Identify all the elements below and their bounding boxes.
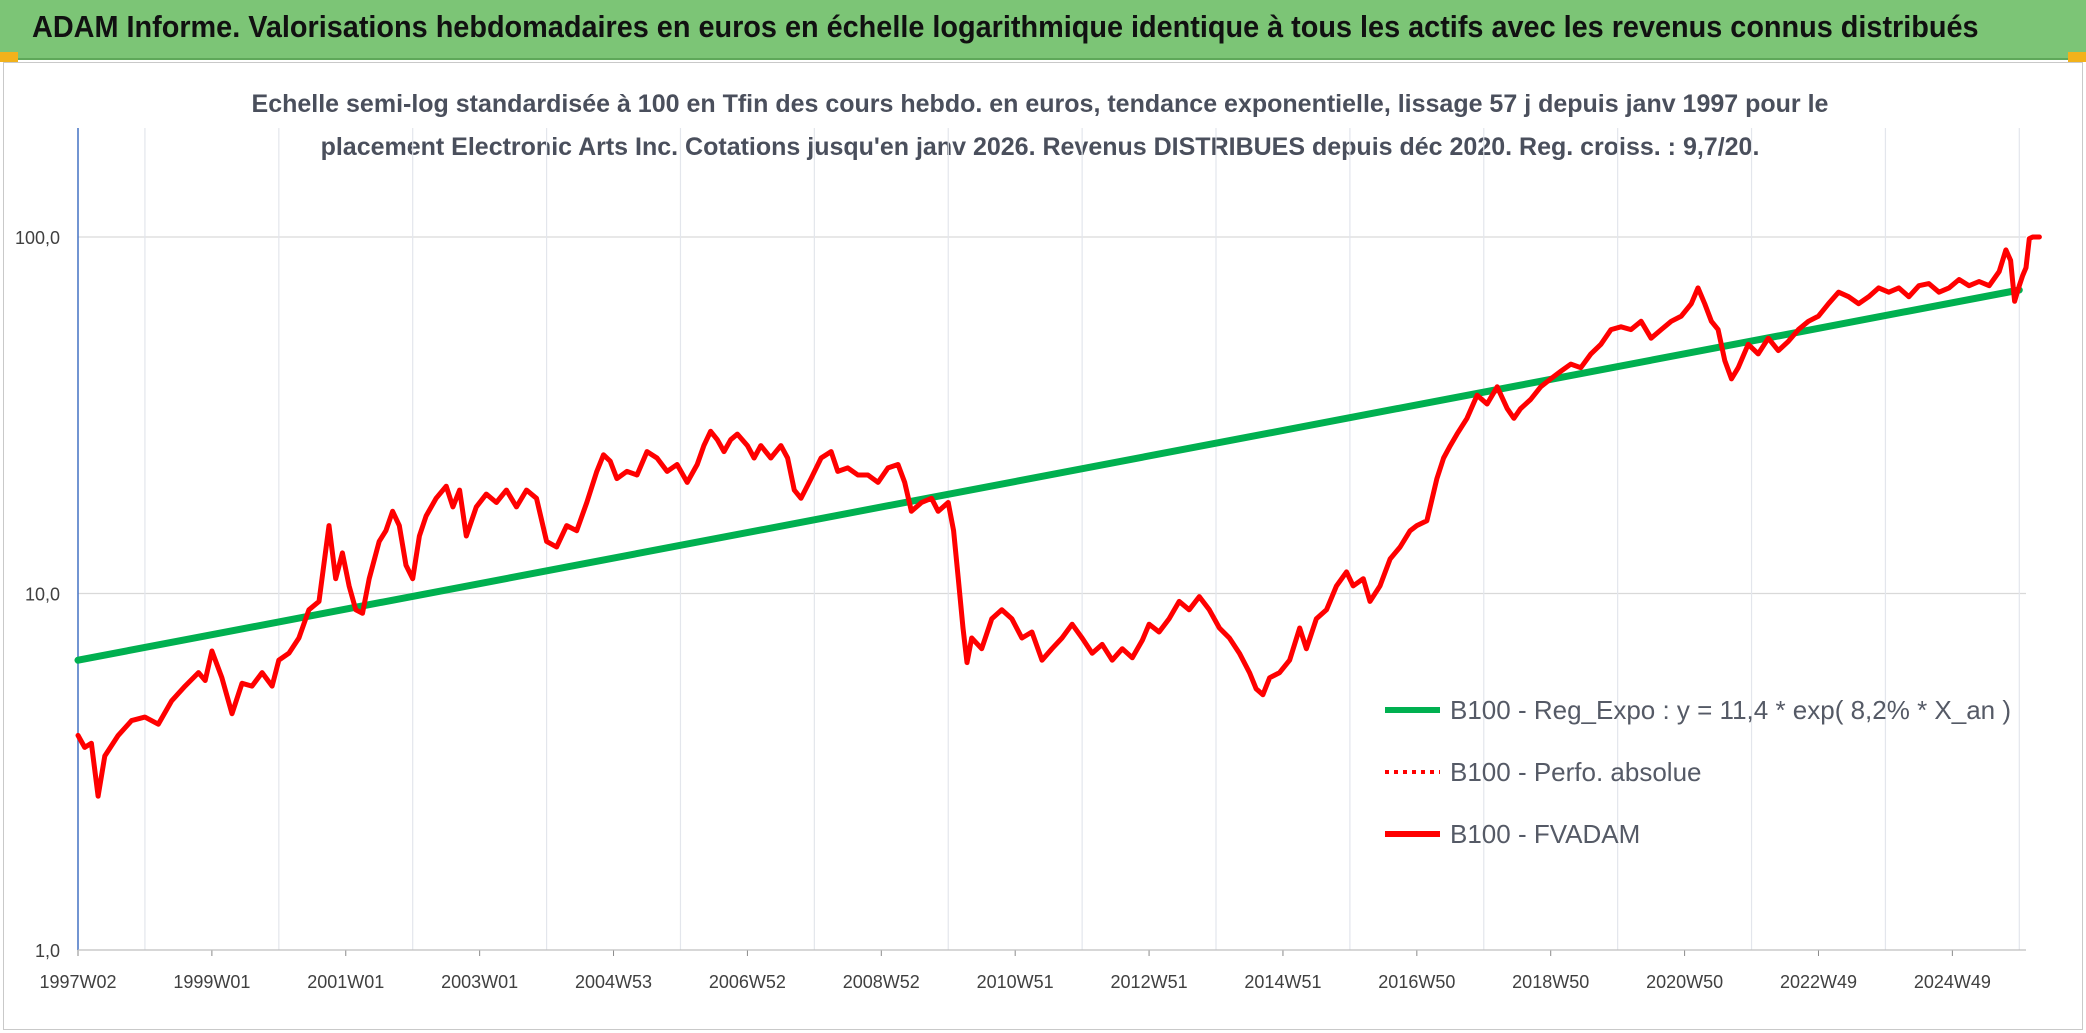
x-tick-label: 2010W51 — [977, 972, 1054, 992]
series-lines — [74, 234, 2042, 799]
chart-frame — [3, 62, 2083, 1030]
x-tick-label: 2024W49 — [1914, 972, 1991, 992]
legend-label-3: B100 - FVADAM — [1450, 819, 1640, 849]
gridlines — [78, 128, 2026, 950]
legend-label-2: B100 - Perfo. absolue — [1450, 757, 1702, 787]
x-tick-label: 1997W02 — [39, 972, 116, 992]
legend-label-1: B100 - Reg_Expo : y = 11,4 * exp( 8,2% *… — [1450, 695, 2011, 725]
x-tick-label: 2012W51 — [1111, 972, 1188, 992]
x-tick-label: 2003W01 — [441, 972, 518, 992]
corner-marker-right — [2068, 52, 2086, 62]
x-tick-label: 2022W49 — [1780, 972, 1857, 992]
report-title: ADAM Informe. Valorisations hebdomadaire… — [32, 9, 1979, 44]
y-tick-label: 100,0 — [15, 228, 60, 248]
x-tick-label: 2001W01 — [307, 972, 384, 992]
x-tick-label: 2014W51 — [1244, 972, 1321, 992]
x-tick-label: 1999W01 — [173, 972, 250, 992]
axes: 1,0 10,0 100,0 1997W02 1999W01 2001W01 2003W01… — [15, 128, 2026, 992]
series-line-1 — [74, 286, 2023, 664]
x-tick-label: 2004W53 — [575, 972, 652, 992]
x-tick-label: 2018W50 — [1512, 972, 1589, 992]
x-tick-label: 2016W50 — [1378, 972, 1455, 992]
x-tick-label: 2006W52 — [709, 972, 786, 992]
report-banner: ADAM Informe. Valorisations hebdomadaire… — [0, 0, 2086, 60]
y-tick-label: 10,0 — [25, 585, 60, 605]
y-tick-label: 1,0 — [35, 941, 60, 961]
corner-marker-left — [0, 52, 18, 62]
legend: B100 - Reg_Expo : y = 11,4 * exp( 8,2% *… — [1385, 695, 2011, 849]
series-line-3 — [75, 234, 2042, 799]
x-tick-label: 2020W50 — [1646, 972, 1723, 992]
chart-title-line-2: placement Electronic Arts Inc. Cotations… — [320, 133, 1760, 161]
x-tick-label: 2008W52 — [843, 972, 920, 992]
chart-title-line-1: Echelle semi-log standardisée à 100 en T… — [251, 90, 1829, 118]
